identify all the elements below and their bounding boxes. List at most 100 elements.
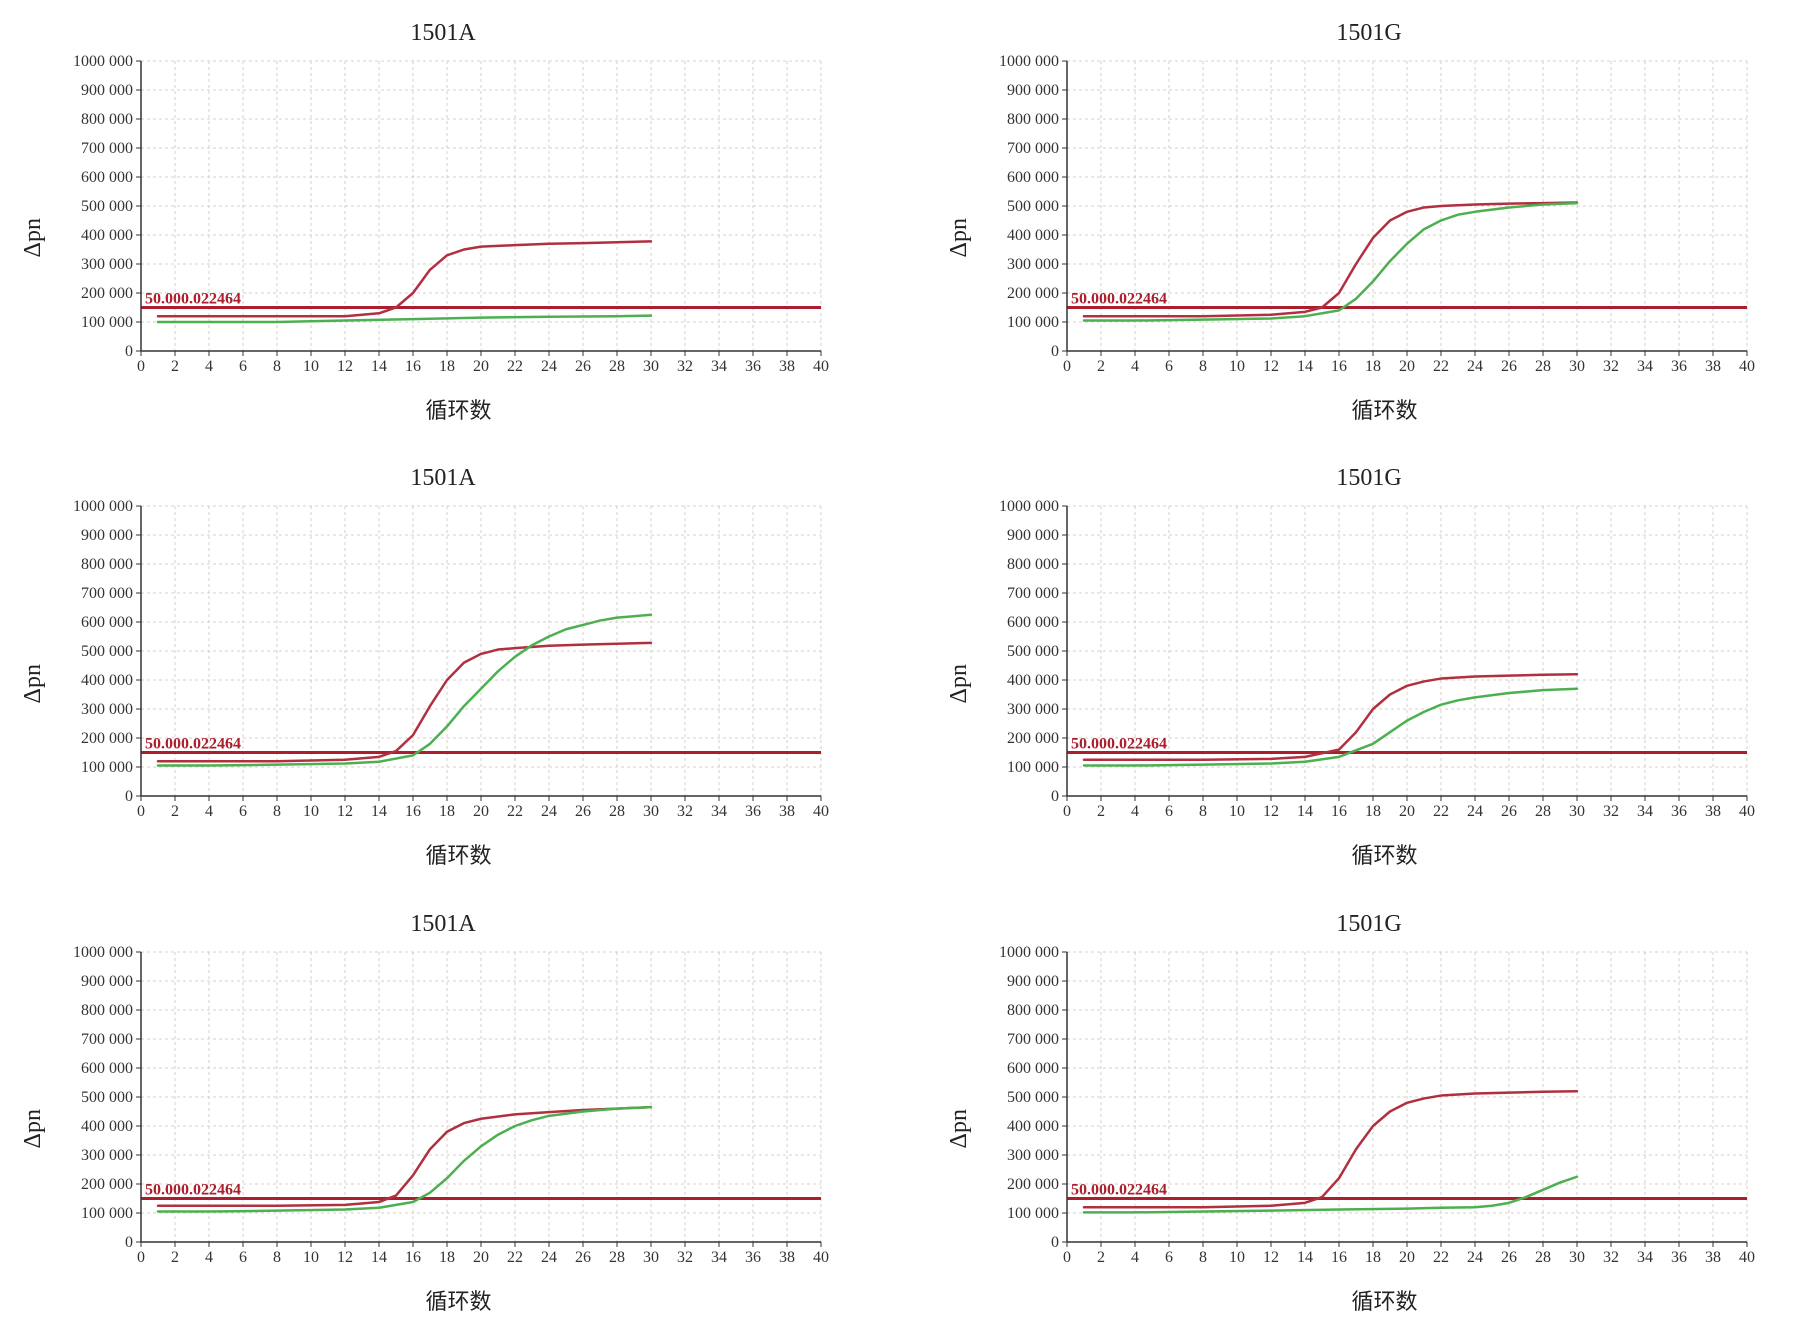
x-tick-label: 38 <box>1705 803 1721 820</box>
x-tick-label: 24 <box>541 803 557 820</box>
x-tick-label: 32 <box>1603 1249 1619 1266</box>
x-tick-label: 12 <box>1263 358 1279 375</box>
x-tick-label: 30 <box>1569 358 1585 375</box>
chart-2-2: 1501GΔpn50.000.0224640246810121416182022… <box>946 465 1792 870</box>
y-tick-label: 800 000 <box>81 556 133 573</box>
x-tick-label: 14 <box>371 1249 387 1266</box>
y-tick-label: 600 000 <box>81 169 133 186</box>
x-tick-label: 28 <box>609 1249 625 1266</box>
x-tick-label: 0 <box>1063 358 1071 375</box>
chart-title: 1501G <box>1336 911 1401 938</box>
x-tick-label: 32 <box>1603 803 1619 820</box>
y-tick-label: 1000 000 <box>73 944 133 961</box>
y-tick-label: 1000 000 <box>999 944 1059 961</box>
y-tick-label: 1000 000 <box>999 53 1059 70</box>
x-tick-label: 8 <box>273 803 281 820</box>
x-tick-label: 28 <box>609 803 625 820</box>
y-tick-label: 1000 000 <box>73 498 133 515</box>
x-tick-label: 34 <box>1637 358 1653 375</box>
y-tick-label: 500 000 <box>1007 198 1059 215</box>
x-tick-label: 32 <box>677 803 693 820</box>
plot-region: 50.000.022464024681012141618202224262830… <box>977 496 1792 870</box>
x-tick-label: 28 <box>1535 803 1551 820</box>
x-tick-label: 10 <box>1229 358 1245 375</box>
y-tick-label: 100 000 <box>81 1205 133 1222</box>
y-tick-label: 800 000 <box>81 1002 133 1019</box>
y-tick-label: 600 000 <box>81 1060 133 1077</box>
y-tick-label: 800 000 <box>81 111 133 128</box>
x-tick-label: 8 <box>1199 803 1207 820</box>
x-tick-label: 24 <box>1467 1249 1483 1266</box>
x-tick-label: 38 <box>1705 1249 1721 1266</box>
y-tick-label: 400 000 <box>81 1118 133 1135</box>
x-tick-label: 40 <box>1739 358 1755 375</box>
x-tick-label: 26 <box>1501 1249 1517 1266</box>
x-tick-label: 28 <box>1535 1249 1551 1266</box>
chart-title: 1501A <box>410 911 475 938</box>
y-tick-label: 0 <box>1051 788 1059 805</box>
x-tick-label: 16 <box>405 358 421 375</box>
x-tick-label: 22 <box>507 1249 523 1266</box>
x-axis-label: 循环数 <box>51 393 866 425</box>
x-tick-label: 38 <box>779 803 795 820</box>
x-tick-label: 10 <box>303 358 319 375</box>
x-tick-label: 18 <box>439 358 455 375</box>
x-tick-label: 20 <box>1399 1249 1415 1266</box>
x-tick-label: 10 <box>303 1249 319 1266</box>
y-tick-label: 300 000 <box>1007 1147 1059 1164</box>
chart-title: 1501A <box>410 465 475 492</box>
x-tick-label: 4 <box>205 803 213 820</box>
x-tick-label: 36 <box>1671 1249 1687 1266</box>
x-tick-label: 2 <box>1097 1249 1105 1266</box>
x-axis-label: 循环数 <box>977 393 1792 425</box>
chart-title: 1501A <box>410 20 475 47</box>
chart-svg: 50.000.022464024681012141618202224262830… <box>51 51 831 391</box>
plot-region: 50.000.022464024681012141618202224262830… <box>51 942 866 1316</box>
y-axis-label: Δpn <box>20 218 47 257</box>
y-tick-label: 700 000 <box>1007 585 1059 602</box>
y-tick-label: 300 000 <box>81 701 133 718</box>
chart-svg: 50.000.022464024681012141618202224262830… <box>977 942 1757 1282</box>
x-tick-label: 28 <box>609 358 625 375</box>
y-tick-label: 100 000 <box>1007 759 1059 776</box>
y-tick-label: 800 000 <box>1007 556 1059 573</box>
x-tick-label: 34 <box>711 1249 727 1266</box>
x-tick-label: 12 <box>1263 803 1279 820</box>
y-tick-label: 200 000 <box>81 730 133 747</box>
chart-svg: 50.000.022464024681012141618202224262830… <box>977 496 1757 836</box>
chart-body: Δpn50.000.022464024681012141618202224262… <box>20 942 866 1316</box>
x-tick-label: 40 <box>813 358 829 375</box>
x-tick-label: 2 <box>1097 358 1105 375</box>
x-tick-label: 22 <box>507 358 523 375</box>
x-tick-label: 0 <box>137 358 145 375</box>
y-tick-label: 300 000 <box>1007 256 1059 273</box>
x-tick-label: 18 <box>439 803 455 820</box>
x-tick-label: 40 <box>1739 1249 1755 1266</box>
chart-grid: 1501AΔpn50.000.0224640246810121416182022… <box>20 20 1792 1316</box>
x-tick-label: 14 <box>1297 803 1313 820</box>
x-tick-label: 16 <box>1331 358 1347 375</box>
x-tick-label: 38 <box>779 1249 795 1266</box>
y-tick-label: 400 000 <box>1007 1118 1059 1135</box>
plot-region: 50.000.022464024681012141618202224262830… <box>51 51 866 425</box>
x-tick-label: 36 <box>1671 803 1687 820</box>
y-tick-label: 600 000 <box>1007 614 1059 631</box>
y-tick-label: 500 000 <box>81 643 133 660</box>
y-tick-label: 0 <box>125 343 133 360</box>
y-tick-label: 900 000 <box>81 82 133 99</box>
y-tick-label: 200 000 <box>1007 1176 1059 1193</box>
x-tick-label: 2 <box>1097 803 1105 820</box>
plot-region: 50.000.022464024681012141618202224262830… <box>977 51 1792 425</box>
x-tick-label: 14 <box>1297 1249 1313 1266</box>
y-tick-label: 0 <box>1051 1234 1059 1251</box>
x-tick-label: 32 <box>677 1249 693 1266</box>
chart-3-2: 1501GΔpn50.000.0224640246810121416182022… <box>946 911 1792 1316</box>
threshold-label: 50.000.022464 <box>1071 736 1167 753</box>
y-tick-label: 100 000 <box>1007 1205 1059 1222</box>
x-tick-label: 40 <box>813 1249 829 1266</box>
y-tick-label: 600 000 <box>1007 169 1059 186</box>
x-tick-label: 16 <box>1331 1249 1347 1266</box>
y-tick-label: 400 000 <box>1007 672 1059 689</box>
x-tick-label: 6 <box>239 358 247 375</box>
y-tick-label: 200 000 <box>81 1176 133 1193</box>
